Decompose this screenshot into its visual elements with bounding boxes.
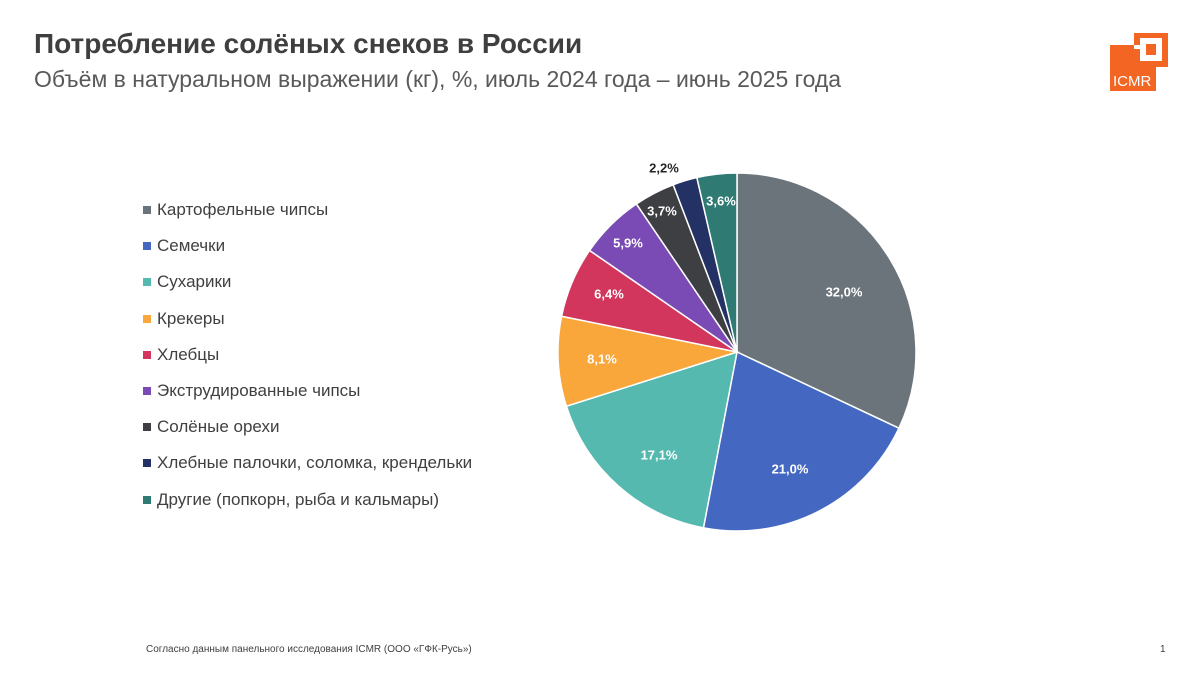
icmr-logo: ICMR	[1110, 33, 1168, 91]
data-label: 3,7%	[647, 203, 677, 218]
data-label: 32,0%	[826, 284, 863, 299]
legend-label: Семечки	[157, 236, 226, 256]
legend-label: Хлебцы	[157, 344, 220, 364]
data-label: 17,1%	[641, 447, 678, 462]
page-title: Потребление солёных снеков в России	[34, 28, 583, 59]
pie-slice	[736, 172, 917, 430]
data-label: 5,9%	[613, 235, 643, 250]
logo-text: ICMR	[1113, 73, 1151, 90]
data-label: 6,4%	[594, 286, 624, 301]
source-footnote: Согласно данным панельного исследования …	[146, 644, 472, 655]
data-label: 8,1%	[587, 351, 617, 366]
legend-item: Хлебцы	[143, 337, 472, 373]
legend-swatch	[143, 459, 151, 468]
legend-label: Сухарики	[157, 272, 232, 292]
pie-slice	[557, 315, 740, 408]
legend-label: Другие (попкорн, рыба и кальмары)	[157, 489, 439, 509]
legend-item: Хлебные палочки, соломка, крендельки	[143, 445, 472, 481]
pie-slice	[565, 350, 738, 529]
legend-item: Сухарики	[143, 264, 472, 300]
legend-item: Экструдированные чипсы	[143, 373, 472, 409]
legend-item: Крекеры	[143, 301, 472, 337]
legend-label: Крекеры	[157, 308, 225, 328]
legend-item: Картофельные чипсы	[143, 192, 472, 228]
pie-slice	[702, 350, 900, 532]
legend-label: Хлебные палочки, соломка, крендельки	[157, 453, 473, 473]
legend-swatch	[143, 387, 151, 396]
legend-swatch	[143, 278, 151, 287]
legend-label: Солёные орехи	[157, 417, 280, 437]
legend-item: Солёные орехи	[143, 409, 472, 445]
legend-item: Семечки	[143, 228, 472, 264]
page-subtitle: Объём в натуральном выражении (кг), %, и…	[34, 66, 842, 92]
legend-swatch	[143, 350, 151, 359]
legend-swatch	[143, 423, 151, 432]
page-number: 1	[1160, 644, 1166, 655]
data-label: 21,0%	[772, 461, 809, 476]
legend-swatch	[143, 314, 151, 323]
legend-swatch	[143, 206, 151, 215]
legend-item: Другие (попкорн, рыба и кальмары)	[143, 482, 472, 518]
legend-swatch	[143, 242, 151, 251]
data-label: 2,2%	[649, 160, 679, 175]
data-label: 3,6%	[706, 193, 736, 208]
legend-label: Картофельные чипсы	[157, 200, 329, 220]
pie-slice	[695, 172, 738, 353]
chart-legend: Картофельные чипсы Семечки Сухарики Крек…	[143, 192, 472, 518]
legend-swatch	[143, 495, 151, 504]
legend-label: Экструдированные чипсы	[157, 381, 361, 401]
